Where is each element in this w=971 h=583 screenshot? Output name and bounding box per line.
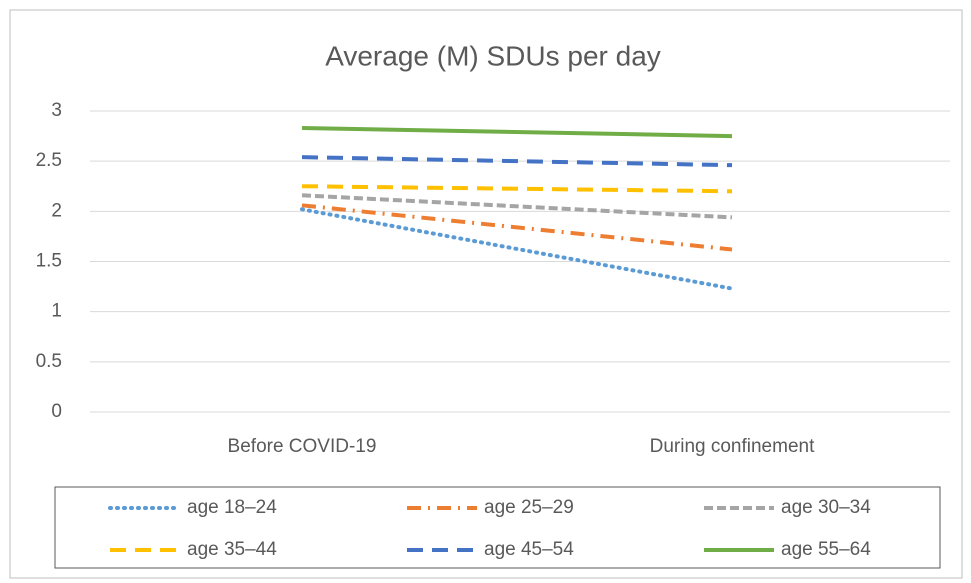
chart-title: Average (M) SDUs per day <box>325 40 661 71</box>
y-tick-label: 2 <box>51 200 62 221</box>
series-line <box>301 126 733 139</box>
series-line <box>301 184 733 194</box>
y-tick-label: 0.5 <box>36 351 62 372</box>
legend-label: age 18–24 <box>187 497 277 518</box>
legend-box <box>54 486 941 569</box>
series-line <box>301 193 733 220</box>
legend-label: age 55–64 <box>781 539 871 560</box>
series-line <box>301 203 733 252</box>
chart-border <box>9 9 963 579</box>
legend-label: age 45–54 <box>484 539 574 560</box>
y-tick-label: 2.5 <box>36 150 62 171</box>
y-tick-label: 1.5 <box>36 251 62 272</box>
series-line <box>300 207 734 291</box>
x-tick-label: Before COVID-19 <box>228 436 377 457</box>
y-tick-label: 1 <box>51 301 62 322</box>
legend-label: age 25–29 <box>484 497 574 518</box>
legend-label: age 30–34 <box>781 497 871 518</box>
y-tick-label: 0 <box>51 401 62 422</box>
y-tick-label: 3 <box>51 100 62 121</box>
x-tick-label: During confinement <box>650 436 815 457</box>
legend-label: age 35–44 <box>187 539 277 560</box>
series-line <box>301 155 733 168</box>
